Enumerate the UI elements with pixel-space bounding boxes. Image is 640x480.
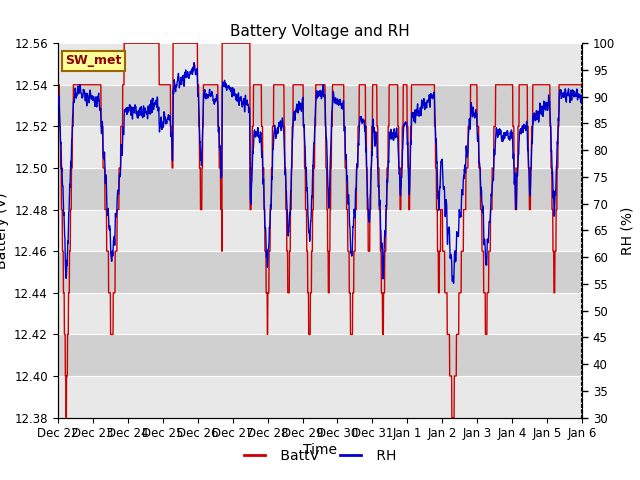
- Bar: [58, 335, 582, 376]
- Legend:  BattV,  RH: BattV, RH: [238, 443, 402, 468]
- Text: SW_met: SW_met: [65, 54, 122, 67]
- Title: Battery Voltage and RH: Battery Voltage and RH: [230, 24, 410, 39]
- Bar: [58, 43, 582, 85]
- Bar: [58, 126, 582, 168]
- Bar: [58, 210, 582, 251]
- Bar: [58, 293, 582, 335]
- Bar: [58, 376, 582, 418]
- Bar: [58, 85, 582, 126]
- Y-axis label: Battery (V): Battery (V): [0, 192, 8, 269]
- X-axis label: Time: Time: [303, 443, 337, 457]
- Y-axis label: RH (%): RH (%): [621, 206, 635, 254]
- Bar: [58, 168, 582, 210]
- Bar: [58, 251, 582, 293]
